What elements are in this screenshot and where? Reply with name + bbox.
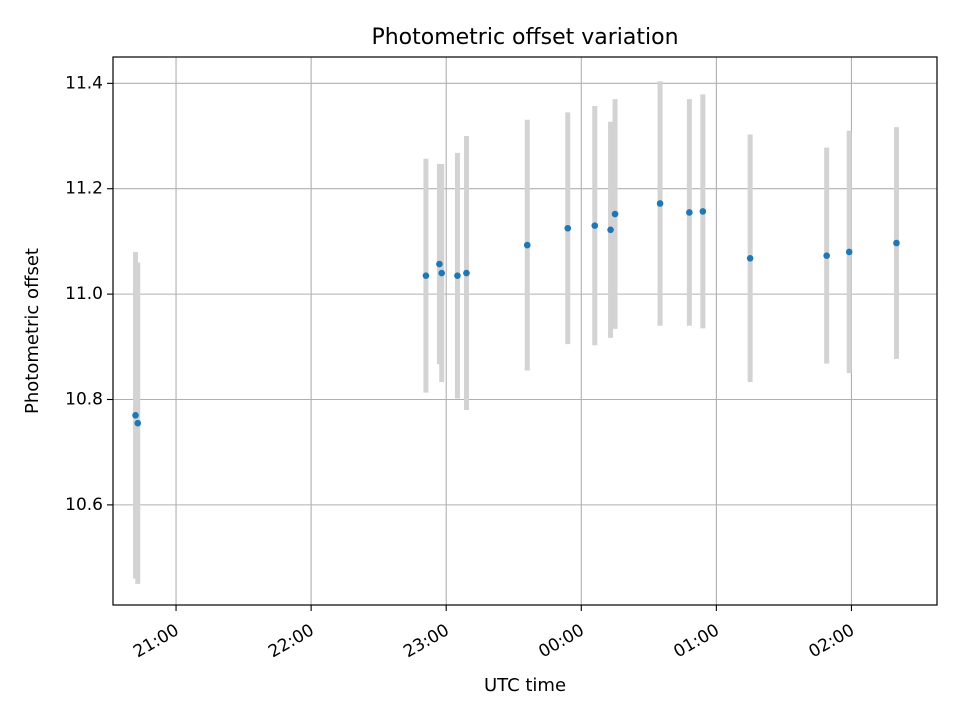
data-point xyxy=(132,412,139,419)
data-point xyxy=(607,226,614,234)
x-axis-label: UTC time xyxy=(484,675,566,696)
y-tick-label: 11.4 xyxy=(65,73,103,93)
y-axis-ticks: 10.6 10.8 11.0 11.2 11.4 xyxy=(65,73,113,515)
data-point xyxy=(436,260,443,268)
data-point xyxy=(656,200,664,207)
data-point xyxy=(523,241,531,249)
data-point xyxy=(454,272,461,279)
data-point xyxy=(699,208,707,215)
data-point xyxy=(845,248,853,256)
data-point xyxy=(438,269,445,277)
y-tick-label: 10.8 xyxy=(65,390,103,410)
plot-frame xyxy=(112,56,938,606)
y-tick-label: 11.0 xyxy=(65,284,103,304)
data-point xyxy=(746,254,754,262)
data-point xyxy=(422,272,430,279)
data-points xyxy=(132,200,900,427)
data-point xyxy=(591,222,599,229)
y-tick-label: 10.6 xyxy=(65,495,103,515)
y-tick-label: 11.2 xyxy=(65,179,103,199)
data-point xyxy=(564,224,572,232)
data-point xyxy=(611,210,619,218)
data-point xyxy=(686,209,693,216)
data-point xyxy=(893,239,900,247)
y-axis-label: Photometric offset xyxy=(22,248,43,414)
data-point xyxy=(463,269,470,277)
chart-title: Photometric offset variation xyxy=(371,25,678,50)
data-point xyxy=(823,252,830,259)
data-point xyxy=(134,419,142,427)
